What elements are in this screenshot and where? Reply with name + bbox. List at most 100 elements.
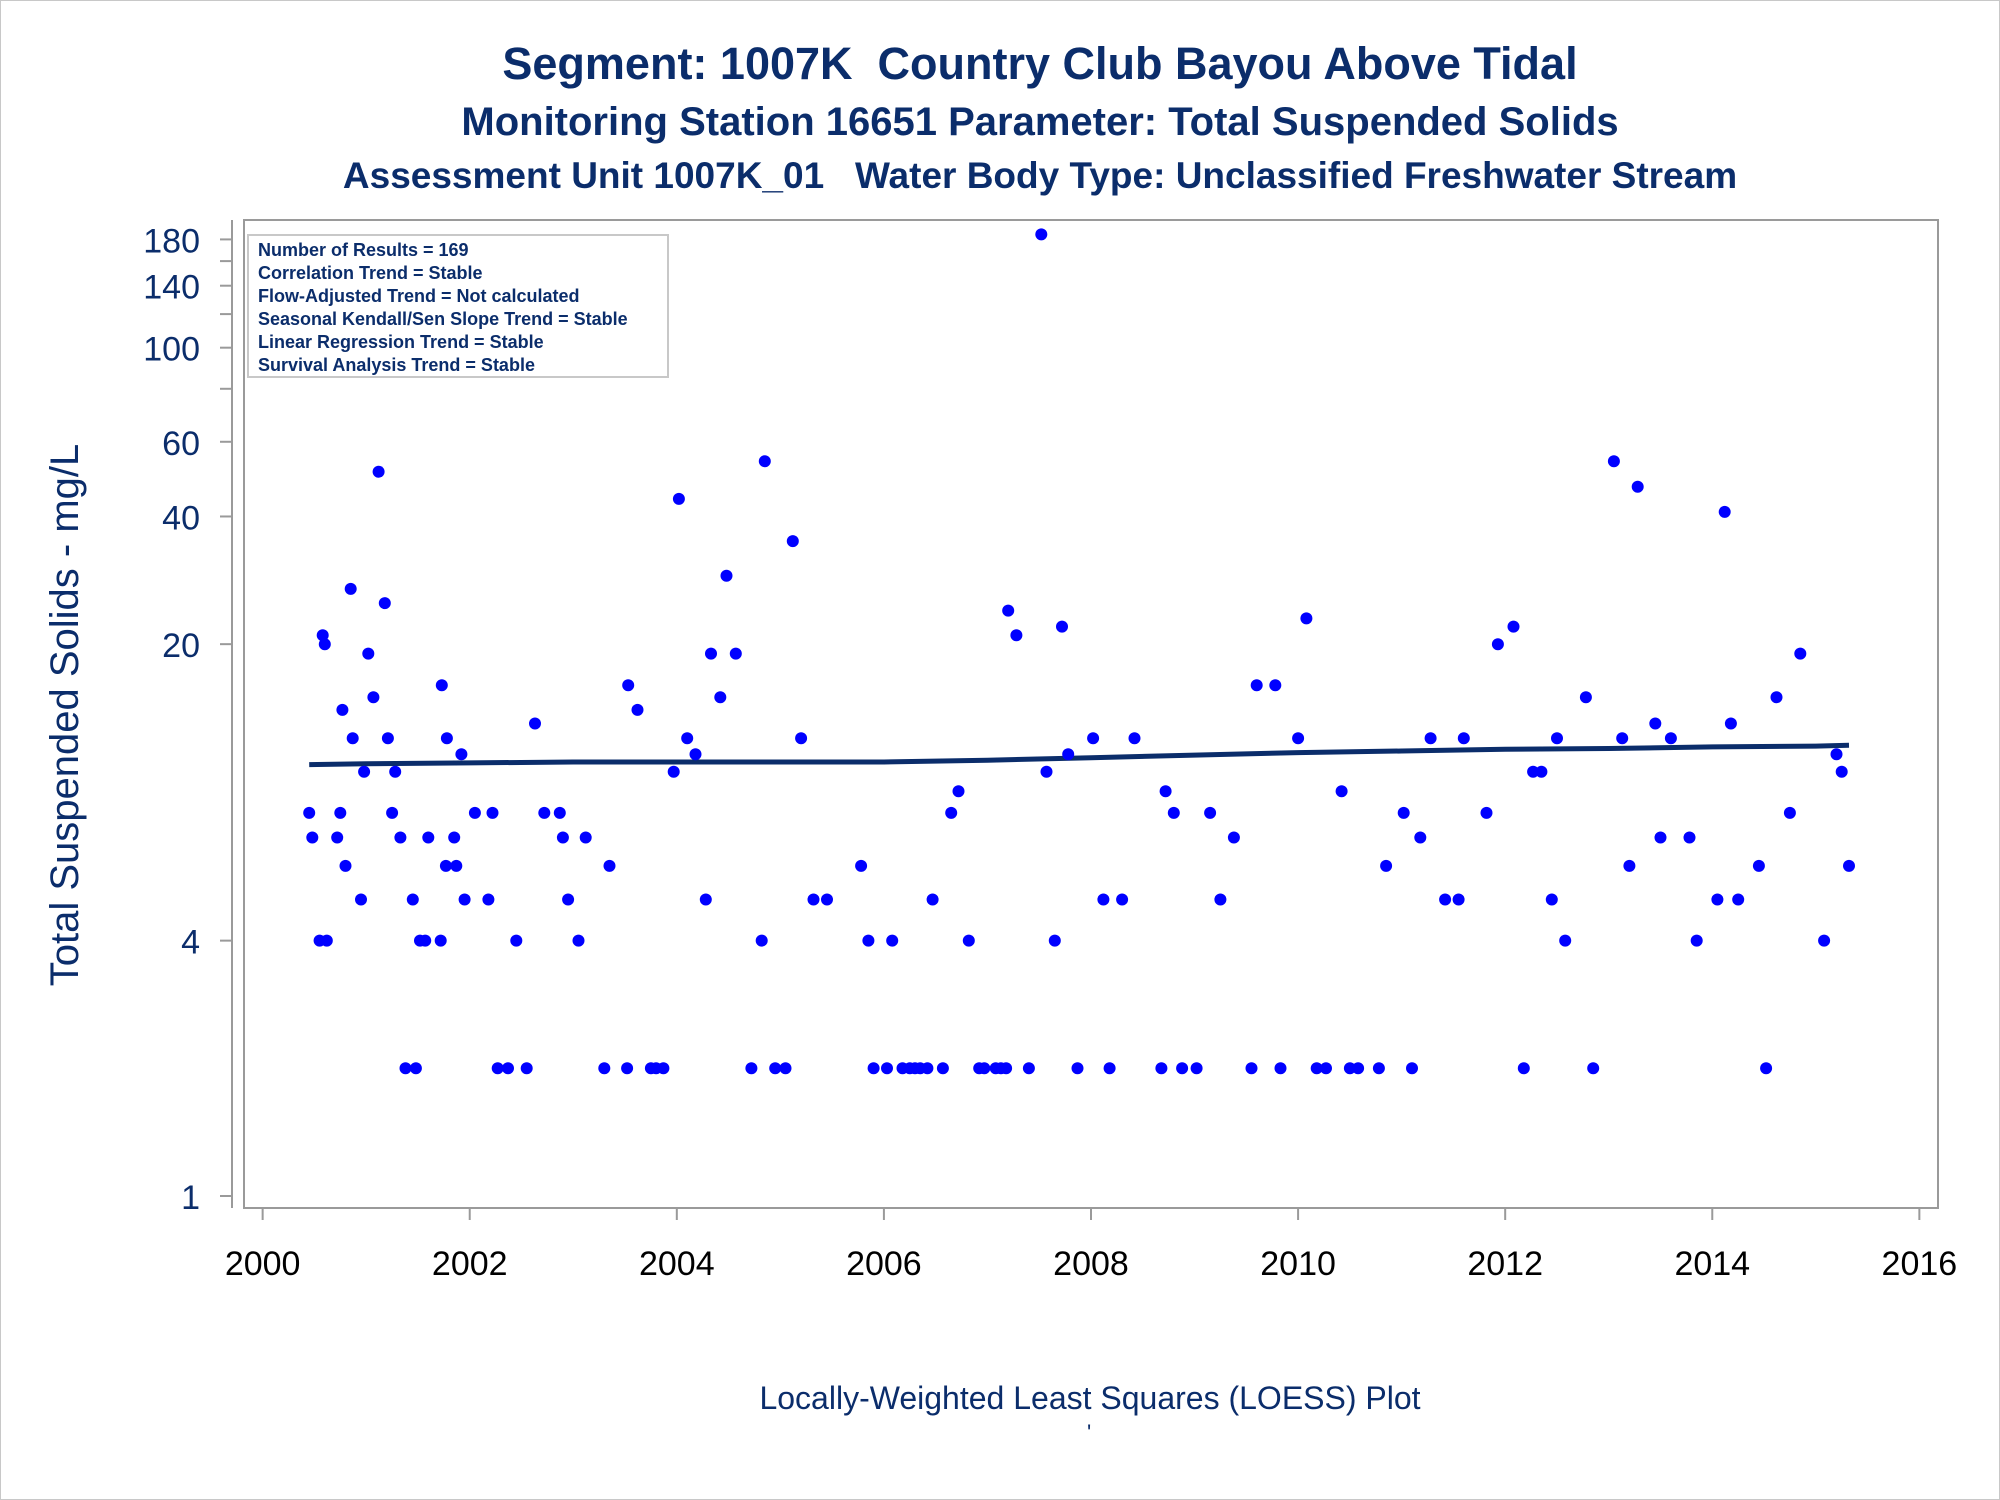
data-point [598, 1062, 611, 1075]
data-point [699, 893, 712, 906]
legend-line-4: Linear Regression Trend = Stable [258, 332, 544, 352]
data-point [579, 831, 592, 844]
data-point [667, 765, 680, 778]
data-point [334, 806, 347, 819]
data-point [1752, 859, 1765, 872]
legend-line-1: Correlation Trend = Stable [258, 263, 483, 283]
data-point [556, 831, 569, 844]
data-point [795, 732, 808, 745]
data-point [1310, 1062, 1323, 1075]
legend-line-2: Flow-Adjusted Trend = Not calculated [258, 286, 580, 306]
data-point [1274, 1062, 1287, 1075]
data-point [562, 893, 575, 906]
data-point [553, 806, 566, 819]
data-point [434, 934, 447, 947]
data-point [926, 893, 939, 906]
footnote-mark: ' [1087, 1420, 1092, 1445]
data-point [681, 732, 694, 745]
y-tick-label-180: 180 [143, 222, 200, 260]
data-point [1087, 732, 1100, 745]
data-point [1010, 629, 1023, 642]
data-point [729, 647, 742, 660]
x-tick-label-2010: 2010 [1260, 1245, 1336, 1283]
data-point [1439, 893, 1452, 906]
data-point [491, 1062, 504, 1075]
data-point [381, 732, 394, 745]
x-tick-label-2000: 2000 [225, 1245, 301, 1283]
legend-line-0: Number of Results = 169 [258, 240, 469, 260]
data-point [1551, 732, 1563, 745]
data-point [705, 647, 717, 660]
data-point [978, 1062, 991, 1075]
data-point [1000, 1062, 1013, 1075]
x-tick-label-2006: 2006 [846, 1245, 922, 1283]
data-point [921, 1062, 934, 1075]
data-point [355, 893, 367, 906]
data-point [318, 638, 331, 651]
data-point [862, 934, 875, 947]
data-point [450, 859, 463, 872]
data-point [320, 934, 333, 947]
data-point [622, 679, 635, 692]
data-point [1654, 831, 1667, 844]
data-point [1056, 620, 1068, 633]
data-point [1491, 638, 1504, 651]
data-point [1176, 1062, 1189, 1075]
data-point [952, 785, 965, 798]
data-point [1048, 934, 1061, 947]
data-point [1397, 806, 1410, 819]
y-tick-label-20: 20 [162, 627, 200, 665]
data-point [1664, 732, 1677, 745]
data-point [807, 893, 820, 906]
data-point [386, 806, 399, 819]
data-point [1843, 859, 1855, 872]
data-point [1527, 765, 1540, 778]
data-point [435, 679, 448, 692]
data-point [339, 859, 352, 872]
data-point [346, 732, 359, 745]
data-point [1616, 732, 1629, 745]
data-point [1343, 1062, 1356, 1075]
data-point [344, 582, 357, 595]
data-point [1300, 612, 1313, 625]
data-point [419, 934, 432, 947]
data-point [1760, 1062, 1773, 1075]
data-point [1406, 1062, 1418, 1075]
data-point [331, 831, 344, 844]
x-tick-label-2008: 2008 [1053, 1245, 1129, 1283]
data-point [962, 934, 975, 947]
data-point [362, 647, 375, 660]
data-point [631, 703, 644, 716]
data-point [621, 1062, 634, 1075]
data-point [1587, 1062, 1600, 1075]
data-point [1159, 785, 1172, 798]
data-point [458, 893, 471, 906]
y-tick-label-40: 40 [162, 499, 200, 537]
data-point [1579, 691, 1592, 704]
data-point [1683, 831, 1696, 844]
data-point [1559, 934, 1572, 947]
data-point [1040, 765, 1053, 778]
data-point [1631, 480, 1644, 493]
x-tick-label-2016: 2016 [1882, 1245, 1958, 1283]
data-point [1155, 1062, 1168, 1075]
x-tick-label-2004: 2004 [639, 1245, 715, 1283]
data-point [1372, 1062, 1385, 1075]
data-point [502, 1062, 514, 1075]
data-point [303, 806, 316, 819]
data-point [1352, 1062, 1365, 1075]
data-point [1480, 806, 1493, 819]
data-point [1794, 647, 1807, 660]
data-point [1724, 717, 1737, 730]
y-tick-label-4: 4 [181, 924, 200, 962]
data-point [1002, 604, 1015, 617]
data-point [1732, 893, 1745, 906]
y-tick-label-100: 100 [143, 331, 200, 369]
data-point [603, 859, 616, 872]
legend-line-5: Survival Analysis Trend = Stable [258, 355, 535, 375]
data-point [422, 831, 435, 844]
data-point [1320, 1062, 1332, 1075]
data-point [720, 569, 733, 582]
data-point [520, 1062, 533, 1075]
data-point [758, 455, 771, 468]
